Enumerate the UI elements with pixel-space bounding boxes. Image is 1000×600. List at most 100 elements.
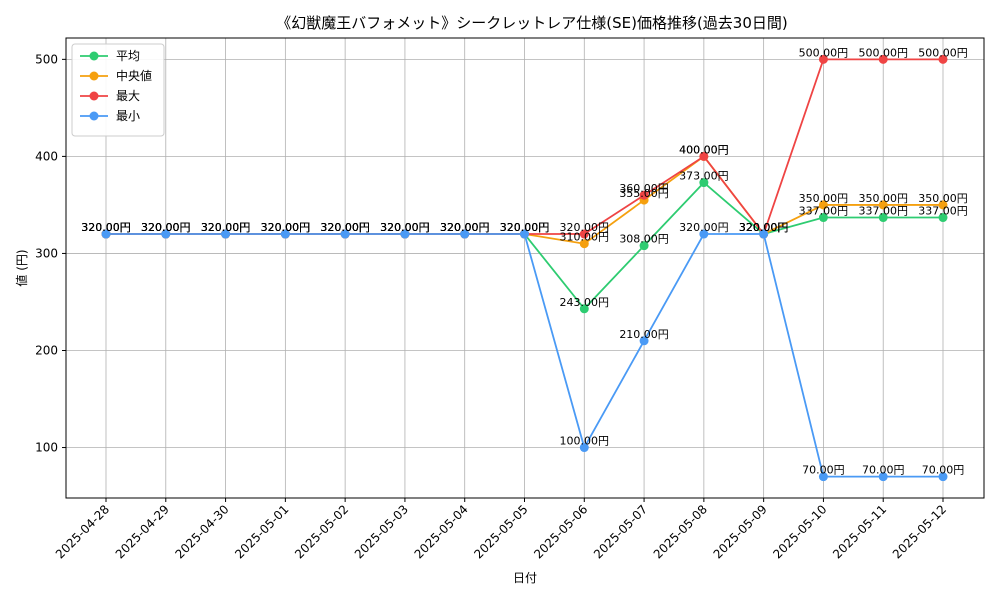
data-label: 320.00円	[261, 221, 311, 234]
data-labels: 320.00円 320.00円 320.00円 320.00円 320.00円 320.0…	[81, 46, 968, 476]
data-point	[818, 472, 828, 482]
x-tick-label: 2025-05-11	[830, 502, 889, 561]
legend-swatch-marker	[89, 71, 99, 81]
data-label: 310.00円	[560, 231, 610, 244]
legend-swatch-marker	[89, 51, 99, 61]
data-point	[101, 229, 111, 239]
x-tick-label: 2025-05-05	[471, 502, 530, 561]
data-label: 337.00円	[918, 205, 968, 218]
y-tick-label: 500	[35, 52, 58, 66]
x-tick-label: 2025-05-08	[651, 502, 710, 561]
data-label: 500.00円	[918, 46, 968, 59]
data-point	[938, 213, 948, 223]
data-label: 320.00円	[380, 221, 430, 234]
data-point	[699, 178, 709, 188]
data-label: 243.00円	[560, 296, 610, 309]
y-tick-label: 400	[35, 149, 58, 163]
data-point	[878, 472, 888, 482]
data-label: 320.00円	[320, 221, 370, 234]
data-label: 320.00円	[141, 221, 191, 234]
legend-label: 中央値	[116, 68, 152, 83]
y-axis: 100 200 300 400 500	[35, 52, 66, 455]
series-3	[101, 229, 948, 482]
data-label: 320.00円	[380, 221, 430, 234]
data-label: 320.00円	[440, 221, 490, 234]
data-label: 320.00円	[201, 221, 251, 234]
data-label: 320.00円	[261, 221, 311, 234]
data-label: 350.00円	[858, 192, 908, 205]
legend-swatch-marker	[89, 91, 99, 101]
legend-item: 最大	[80, 89, 140, 103]
data-point	[400, 229, 410, 239]
data-label: 70.00円	[802, 464, 845, 477]
data-point	[579, 229, 589, 239]
data-label: 320.00円	[500, 221, 550, 234]
y-tick-label: 200	[35, 343, 58, 357]
data-point	[280, 229, 290, 239]
data-point	[699, 229, 709, 239]
data-point	[639, 190, 649, 200]
x-tick-label: 2025-05-04	[412, 502, 471, 561]
data-point	[938, 54, 948, 64]
x-axis-label: 日付	[513, 571, 537, 585]
legend-item: 最小	[80, 109, 140, 123]
chart-title: 《幻獣魔王バフォメット》シークレットレア仕様(SE)価格推移(過去30日間)	[276, 14, 788, 32]
data-point	[878, 200, 888, 210]
legend-item: 中央値	[80, 68, 152, 83]
data-label: 320.00円	[201, 221, 251, 234]
data-label: 350.00円	[799, 192, 849, 205]
data-label: 500.00円	[858, 46, 908, 59]
y-tick-label: 100	[35, 441, 58, 455]
data-label: 355.00円	[619, 187, 669, 200]
data-label: 320.00円	[739, 221, 789, 234]
data-label: 320.00円	[81, 221, 131, 234]
data-point	[699, 151, 709, 161]
data-label: 320.00円	[440, 221, 490, 234]
data-label: 320.00円	[320, 221, 370, 234]
data-label: 320.00円	[141, 221, 191, 234]
x-tick-label: 2025-05-12	[890, 502, 949, 561]
data-label: 320.00円	[141, 221, 191, 234]
grid	[66, 38, 984, 498]
x-tick-label: 2025-05-06	[531, 502, 590, 561]
x-tick-label: 2025-04-30	[172, 502, 231, 561]
data-label: 320.00円	[320, 221, 370, 234]
legend-label: 最小	[116, 109, 140, 123]
data-point	[161, 229, 171, 239]
legend-item: 平均	[80, 49, 140, 63]
data-label: 320.00円	[201, 221, 251, 234]
data-point	[340, 229, 350, 239]
data-point	[878, 54, 888, 64]
data-label: 320.00円	[739, 221, 789, 234]
data-point	[579, 239, 589, 249]
data-point	[520, 229, 529, 239]
y-axis-label: 値 (円)	[14, 249, 29, 286]
data-point	[818, 213, 828, 223]
data-point	[579, 304, 589, 314]
x-tick-label: 2025-05-10	[770, 502, 829, 561]
data-point	[579, 443, 589, 453]
data-label: 320.00円	[739, 221, 789, 234]
data-point	[639, 241, 649, 251]
data-label: 308.00円	[619, 233, 669, 246]
data-label: 320.00円	[500, 221, 550, 234]
data-label: 320.00円	[500, 221, 550, 234]
data-label: 320.00円	[261, 221, 311, 234]
data-label: 210.00円	[619, 328, 669, 341]
series-layer	[101, 54, 948, 482]
data-point	[759, 229, 769, 239]
data-label: 337.00円	[799, 205, 849, 218]
data-point	[818, 54, 828, 64]
data-label: 320.00円	[380, 221, 430, 234]
x-tick-label: 2025-04-28	[53, 502, 112, 561]
data-label: 400.00円	[679, 143, 729, 156]
x-tick-label: 2025-05-09	[711, 502, 770, 561]
data-label: 320.00円	[440, 221, 490, 234]
data-label: 350.00円	[918, 192, 968, 205]
data-label: 337.00円	[858, 205, 908, 218]
data-label: 320.00円	[560, 221, 610, 234]
data-label: 70.00円	[922, 464, 965, 477]
data-label: 320.00円	[141, 221, 191, 234]
data-label: 70.00円	[862, 464, 905, 477]
